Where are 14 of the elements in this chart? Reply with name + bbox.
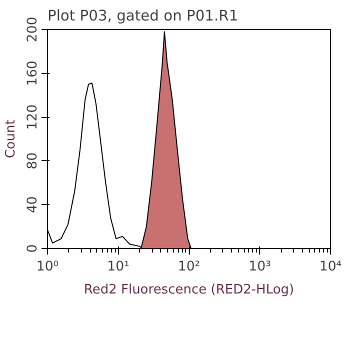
y-axis-title: Count <box>4 120 18 158</box>
chart-title: Plot P03, gated on P01.R1 <box>48 8 238 24</box>
x-tick-label: 10⁰ <box>36 260 59 274</box>
x-tick-label: 10⁴ <box>319 260 342 274</box>
y-tick-label: 200 <box>26 16 40 42</box>
x-axis-title: Red2 Fluorescence (RED2-HLog) <box>84 282 294 298</box>
x-tick-label: 10² <box>178 260 200 274</box>
y-tick-label: 160 <box>26 60 40 86</box>
x-tick-label: 10³ <box>248 260 271 274</box>
y-tick-label: 120 <box>26 104 40 130</box>
x-tick-label: 10¹ <box>107 260 130 274</box>
y-tick-label: 0 <box>26 244 40 253</box>
y-tick-label: 80 <box>26 152 40 170</box>
y-tick-label: 40 <box>26 196 40 214</box>
